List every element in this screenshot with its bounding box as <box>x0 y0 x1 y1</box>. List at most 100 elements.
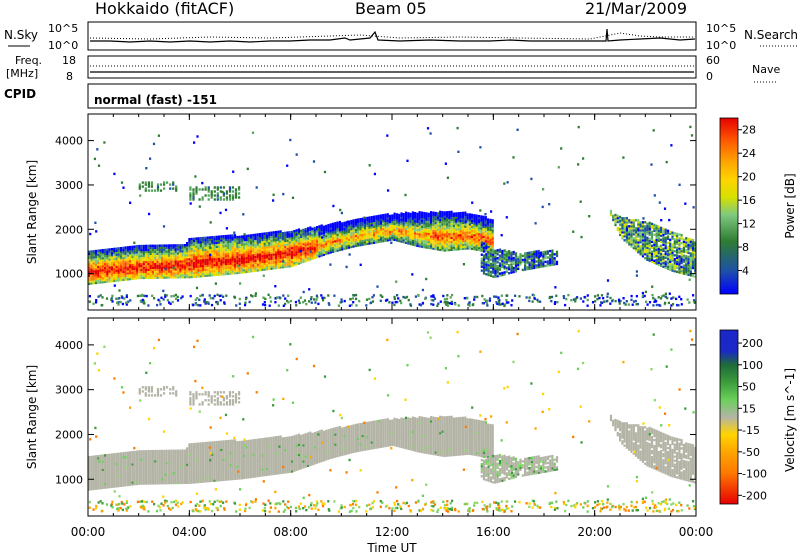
power-cell <box>660 252 663 255</box>
power-cell <box>477 216 481 220</box>
power-cell <box>215 259 218 262</box>
power-cell <box>181 264 184 267</box>
power-cell <box>227 246 230 249</box>
power-cell <box>669 240 672 243</box>
power-cell <box>368 224 371 227</box>
power-cell <box>375 237 378 240</box>
power-cell <box>366 222 369 226</box>
power-cell <box>245 262 248 266</box>
power-cell <box>215 247 218 250</box>
power-cell <box>628 239 631 242</box>
power-cell <box>443 298 446 301</box>
power-cell <box>448 248 451 252</box>
power-cell <box>329 239 332 242</box>
power-cell <box>265 244 268 247</box>
power-cell <box>215 241 218 244</box>
power-cell <box>156 266 159 269</box>
power-cell <box>420 235 424 238</box>
power-cell <box>359 237 362 241</box>
power-cell <box>443 235 446 238</box>
power-cell <box>197 239 200 242</box>
power-cell <box>304 234 307 237</box>
power-cell <box>361 239 364 242</box>
power-cell <box>101 275 104 278</box>
power-cell <box>616 216 619 220</box>
power-cell <box>174 268 177 271</box>
power-cell <box>231 266 234 269</box>
power-cell <box>236 253 239 257</box>
power-cell <box>645 300 648 303</box>
power-cell <box>302 248 305 252</box>
power-cell <box>119 260 123 264</box>
power-cell <box>430 243 433 246</box>
power-cell <box>218 261 221 264</box>
power-cell <box>682 260 685 263</box>
power-cell <box>249 266 253 269</box>
power-cell <box>466 296 469 300</box>
power-cell <box>194 298 197 301</box>
power-cell <box>220 269 223 272</box>
power-cell <box>498 301 501 304</box>
power-cell <box>411 223 414 226</box>
power-cell <box>466 221 469 224</box>
power-cell <box>213 249 216 253</box>
power-cell <box>450 226 453 229</box>
power-cell <box>432 237 435 240</box>
power-cell <box>345 265 348 269</box>
power-cell <box>197 269 200 272</box>
power-cell <box>391 234 394 237</box>
power-cell <box>673 246 676 249</box>
power-cell <box>247 234 250 237</box>
power-cell <box>231 262 234 265</box>
power-cell <box>530 251 533 254</box>
power-cell <box>338 234 341 238</box>
power-cell <box>309 252 312 255</box>
power-cell <box>172 258 175 261</box>
power-cell <box>321 299 325 302</box>
power-cell <box>542 265 545 268</box>
power-cell <box>667 253 670 256</box>
power-cell <box>213 263 216 267</box>
power-cell <box>468 213 471 216</box>
power-cell <box>176 246 180 249</box>
power-cell <box>295 237 298 240</box>
power-cell <box>293 247 296 251</box>
power-cell <box>443 247 446 250</box>
power-cell <box>487 261 490 265</box>
power-cell <box>464 227 467 230</box>
power-cell <box>354 220 357 224</box>
power-cell <box>174 274 177 277</box>
power-cell <box>228 186 232 189</box>
power-cell <box>583 295 586 299</box>
power-cell <box>89 232 92 236</box>
power-cell <box>142 272 145 276</box>
power-cell <box>689 270 692 273</box>
power-cell <box>530 253 533 256</box>
power-cell <box>170 248 173 251</box>
power-cell <box>92 266 95 269</box>
power-cell <box>327 226 330 229</box>
power-cell <box>680 255 683 259</box>
power-cell <box>211 266 214 269</box>
power-cell <box>418 217 421 220</box>
power-cell <box>284 235 287 239</box>
power-cell <box>459 231 462 235</box>
velocity-cell <box>104 462 107 465</box>
velocity-cell <box>122 464 125 467</box>
velocity-cell <box>115 475 118 478</box>
power-cell <box>664 248 667 251</box>
power-cell <box>147 250 150 254</box>
velocity-cell <box>90 461 93 465</box>
power-cell <box>446 304 450 307</box>
power-cell <box>113 271 116 275</box>
power-cell <box>664 250 667 253</box>
power-cell <box>151 262 154 265</box>
velocity-cell <box>115 479 118 482</box>
power-cell <box>279 258 282 261</box>
power-cell <box>116 297 119 300</box>
power-cell <box>240 245 243 248</box>
power-cell <box>202 256 205 260</box>
power-cell <box>229 258 232 261</box>
power-cell <box>318 249 321 252</box>
power-cell <box>115 261 118 264</box>
